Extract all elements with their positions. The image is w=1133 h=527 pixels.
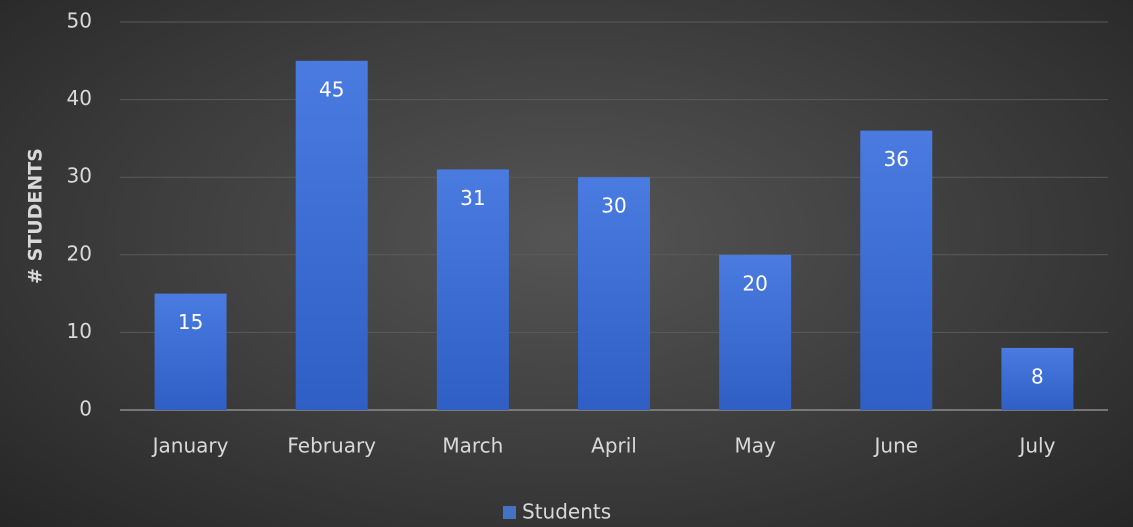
legend-label: Students: [522, 500, 611, 524]
bar: [860, 130, 933, 410]
x-tick-label: June: [873, 434, 919, 458]
y-axis-label: # STUDENTS: [25, 148, 47, 284]
data-label: 15: [178, 310, 203, 334]
bar: [436, 169, 509, 410]
y-tick-label: 40: [67, 86, 92, 110]
x-tick-label: May: [734, 434, 776, 458]
bar: [719, 254, 792, 410]
bar: [295, 60, 368, 411]
y-tick-label: 10: [67, 319, 92, 343]
bar: [1001, 347, 1074, 410]
y-tick-label: 50: [67, 9, 92, 33]
x-tick-label: April: [591, 434, 637, 458]
x-tick-label: January: [151, 434, 229, 458]
data-label: 36: [884, 147, 909, 171]
y-tick-label: 20: [67, 241, 92, 265]
y-tick-label: 30: [67, 164, 92, 188]
data-label: 45: [319, 77, 344, 101]
data-label: 31: [460, 186, 485, 210]
data-label: 20: [742, 271, 767, 295]
y-tick-label: 0: [79, 397, 92, 421]
x-tick-label: March: [442, 434, 503, 458]
data-label: 8: [1031, 364, 1044, 388]
x-tick-label: February: [287, 434, 376, 458]
bar: [578, 177, 650, 410]
bar: [154, 293, 227, 410]
data-label: 30: [601, 194, 626, 218]
x-tick-label: July: [1017, 434, 1055, 458]
legend-swatch: [503, 506, 516, 519]
